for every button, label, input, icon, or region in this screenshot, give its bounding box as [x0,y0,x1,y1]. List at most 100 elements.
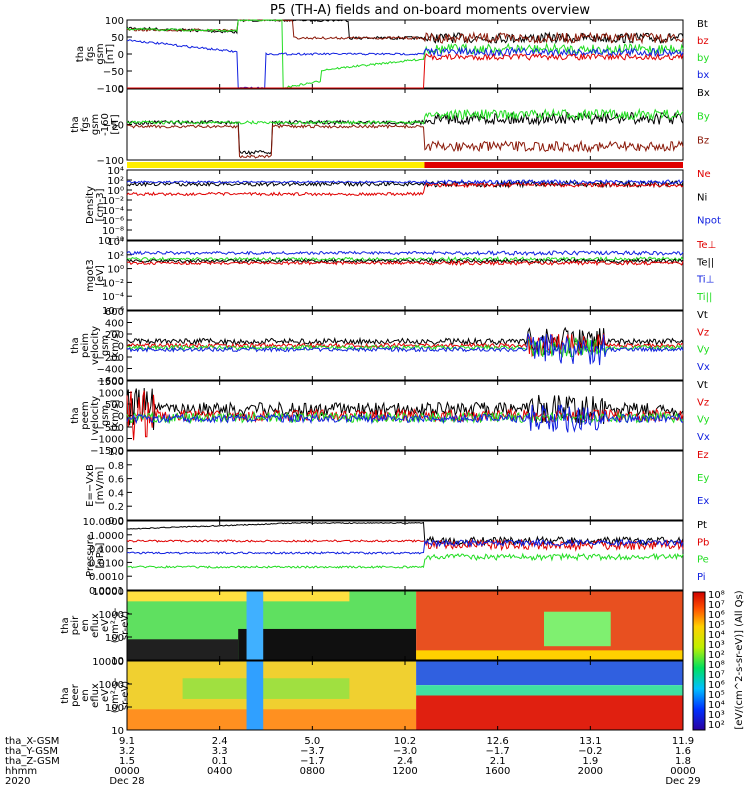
footer-hhmm: 0000 [114,766,139,777]
ylabel-line: gsm [100,405,111,426]
ylabel-line: peir [70,615,81,635]
legend-by: by [697,53,709,64]
ylabel-line: gsm [95,43,106,64]
panel-frame [126,450,684,521]
ylabel-line: sr-eV) [120,611,131,640]
ylabel-line: velocity [90,326,101,365]
ylabel: thapeimvelocitygsm[km/s] [70,326,121,365]
trace-bz [126,19,684,45]
ylabel-line: (cm²-s- [110,677,121,713]
colorbar-tick: 10⁵ [708,620,725,631]
legend-Vy: Vy [697,345,710,356]
footer-y: 3.3 [212,746,228,757]
ytick-label: −200 [97,353,124,364]
footer-z: 1.8 [675,756,691,767]
spec-region-mid [544,611,611,647]
footer-hhmm: 0800 [300,766,325,777]
colorbar-tick: 10³ [708,640,725,651]
ylabel-line: mgot3 [85,259,96,292]
footer-y: −0.2 [578,746,602,757]
footer-z: 1.9 [582,756,598,767]
trace-bx [126,39,684,89]
ytick-label: 1000 [99,389,124,400]
trace-Bx [126,110,684,156]
panel-frame [126,240,684,311]
legend-Pi: Pi [697,572,706,583]
trace-Vz [126,390,684,441]
footer-label: hhmm [5,766,37,777]
ylabel-line: peim [80,333,91,358]
ylabel-line: fgs [85,46,96,61]
ytick-label: 10⁴ [107,237,124,248]
trace-Vt [126,326,684,356]
ytick-label: −50 [103,67,124,78]
ytick-label: 10⁻⁸ [102,226,124,237]
ytick-label: 10.0000 [83,517,124,528]
ytick-label: 1000 [99,680,124,691]
orbit-footer: tha_X-GSMtha_Y-GSMtha_Z-GSMhhmm20209.13.… [5,736,701,787]
ytick-label: 0.0001 [89,586,124,597]
ytick-label: 10 [111,726,124,737]
ylabel-line: en [80,689,91,702]
spec-region-spike [246,661,264,730]
ytick-label: 0.0 [108,516,124,527]
trace-Npot [126,178,684,186]
ylabel-line: en [80,619,91,632]
ytick-label: −100 [97,84,124,95]
legend-Ex: Ex [697,496,709,507]
ylabel: mgot3[eV] [85,259,106,292]
ytick-label: 10² [107,176,124,187]
panels: 100500−50−100thafgsgsm[nT]Btbzbybx0−50−1… [60,16,745,737]
trace-Vy [126,410,684,425]
colorbar-tick: 10⁶ [708,680,725,691]
ytick-label: 600 [105,307,124,318]
ytick-label: −600 [97,376,124,387]
ytick-label: 0 [118,412,124,423]
spec-region-early-low [127,709,417,730]
ylabel: Pressure[nPa] [85,534,106,577]
footer-date: Dec 29 [665,776,700,787]
trace-Vt [126,387,684,431]
ytick-label: 10⁻⁶ [102,216,124,227]
legend-Ne: Ne [697,169,711,180]
footer-z: 1.5 [119,756,135,767]
legend-Ez: Ez [697,450,709,461]
ytick-label: 1.0 [108,447,124,458]
footer-label: tha_X-GSM [5,736,59,747]
legend-Bz: Bz [697,135,709,146]
spec-region-late-mid [416,685,683,696]
footer-x: 13.1 [579,736,601,747]
ytick-label: 100 [105,633,124,644]
ylabel-line: eflux [90,683,101,708]
ylabel-line: Density [85,186,96,224]
panel-fgs_sm: 0 −50 −100 thafgsgsm-160[nT] Bx By Bz [70,85,710,167]
ylabel-line: peer [70,683,81,707]
legend-Ey: Ey [697,473,709,484]
ytick-label: 10⁴ [107,166,124,177]
footer-hhmm: 1600 [485,766,510,777]
footer-y: 1.6 [675,746,691,757]
colorbar-tick: 10³ [708,710,725,721]
panel-fgs_gsm: 100 50 0 −50 −100 thafgsgsm[nT] Bt bz by bx [75,16,709,95]
panel-peir_spec: 10000 1000 100 10 thapeirenefluxeV(cm²-s-sr-… [60,587,684,667]
trace-Pi [126,538,684,555]
ytick-label: 0.6 [108,475,124,486]
ytick-label: 10000 [92,587,124,598]
ytick-label: 0.4 [108,488,124,499]
colorbar-label: [eV/(cm^2-s-sr-eV)] (All Qs) [734,590,745,729]
ylabel-line: gsm [100,335,111,356]
legend-bz: bz [697,36,709,47]
ytick-label: 10⁻⁴ [102,206,124,217]
trace-Ti [126,249,684,257]
footer-z: 2.1 [490,756,506,767]
legend-Pb: Pb [697,537,709,548]
footer-y: −3.7 [300,746,324,757]
legend-Npot: Npot [697,216,721,227]
trace-Bz [126,123,684,159]
colorbar [692,591,706,731]
ylabel-line: [km/s] [110,329,121,361]
footer-label: 2020 [5,776,30,787]
ylabel-line: E=−VxB [85,464,96,507]
